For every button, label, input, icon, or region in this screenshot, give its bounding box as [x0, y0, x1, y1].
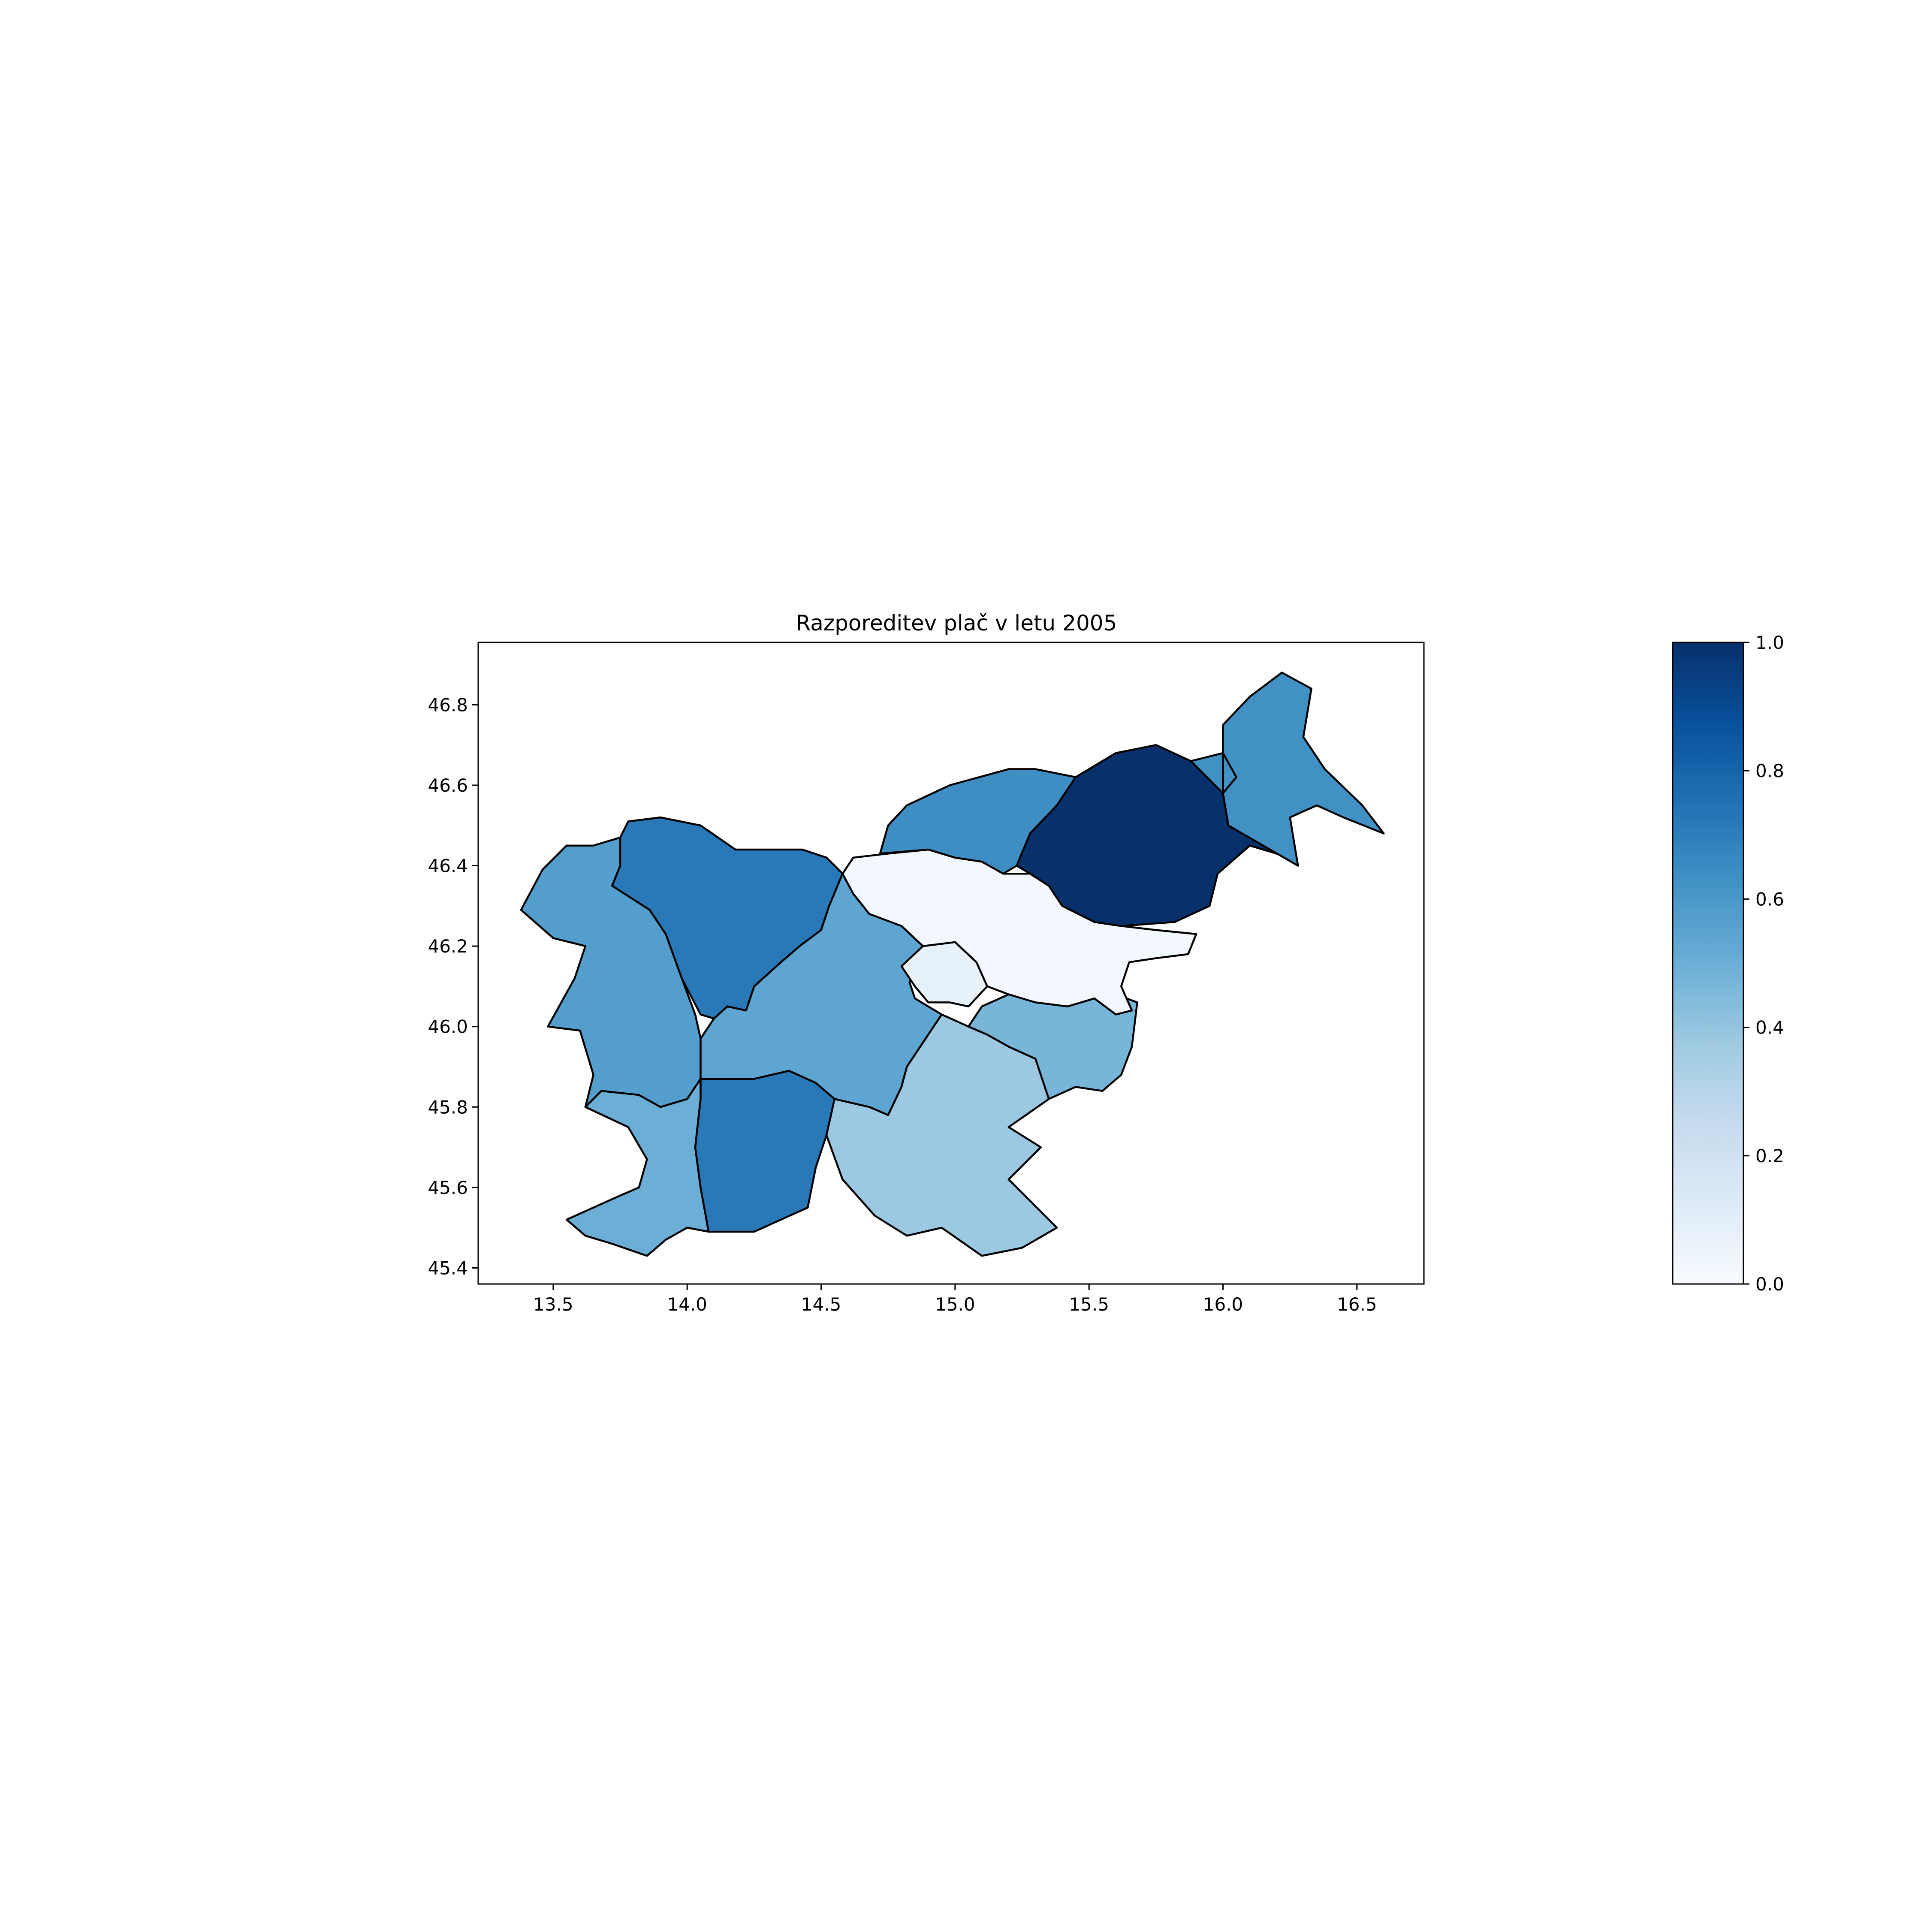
- region-podravska: [1016, 744, 1299, 927]
- colorbar-tick-label: 0.4: [1755, 1017, 1784, 1038]
- y-tick-label: 46.4: [428, 856, 468, 877]
- colorbar-tick-label: 0.2: [1755, 1145, 1784, 1166]
- colorbar-tick-label: 1.0: [1755, 632, 1784, 653]
- y-tick-label: 46.6: [428, 775, 468, 796]
- x-tick-label: 16.5: [1337, 1294, 1377, 1315]
- region-obalno-kraska: [565, 1078, 710, 1257]
- y-tick-label: 45.8: [428, 1097, 468, 1118]
- x-tick-label: 15.0: [935, 1294, 975, 1315]
- plot-frame: [477, 642, 1425, 1285]
- region-pomurska: [1190, 672, 1385, 867]
- colorbar: [1672, 642, 1744, 1285]
- y-tick-label: 46.0: [428, 1016, 468, 1037]
- x-tick-label: 16.0: [1203, 1294, 1243, 1315]
- colorbar-tick-label: 0.6: [1755, 889, 1784, 910]
- chart-title: Razporeditev plač v letu 2005: [796, 611, 1117, 636]
- regions-layer: [520, 672, 1385, 1257]
- y-axis: 45.4 45.6 45.8 46.0 46.2 46.4 46.6 46.8: [428, 694, 478, 1278]
- x-tick-label: 14.5: [801, 1294, 841, 1315]
- x-tick-label: 13.5: [533, 1294, 573, 1315]
- y-tick-label: 45.6: [428, 1177, 468, 1198]
- x-tick-label: 15.5: [1069, 1294, 1109, 1315]
- x-tick-label: 14.0: [667, 1294, 707, 1315]
- colorbar-axis: 0.0 0.2 0.4 0.6 0.8 1.0: [1743, 632, 1784, 1295]
- y-tick-label: 45.4: [428, 1257, 468, 1278]
- region-primorsko-notranjska: [694, 1070, 836, 1233]
- y-tick-label: 46.8: [428, 694, 468, 715]
- y-tick-label: 46.2: [428, 936, 468, 957]
- colorbar-tick-label: 0.0: [1755, 1274, 1784, 1295]
- x-axis: 13.5 14.0 14.5 15.0 15.5 16.0 16.5: [533, 1284, 1377, 1315]
- region-jugovzhodna-slovenija: [825, 1013, 1058, 1257]
- colorbar-tick-label: 0.8: [1755, 760, 1784, 781]
